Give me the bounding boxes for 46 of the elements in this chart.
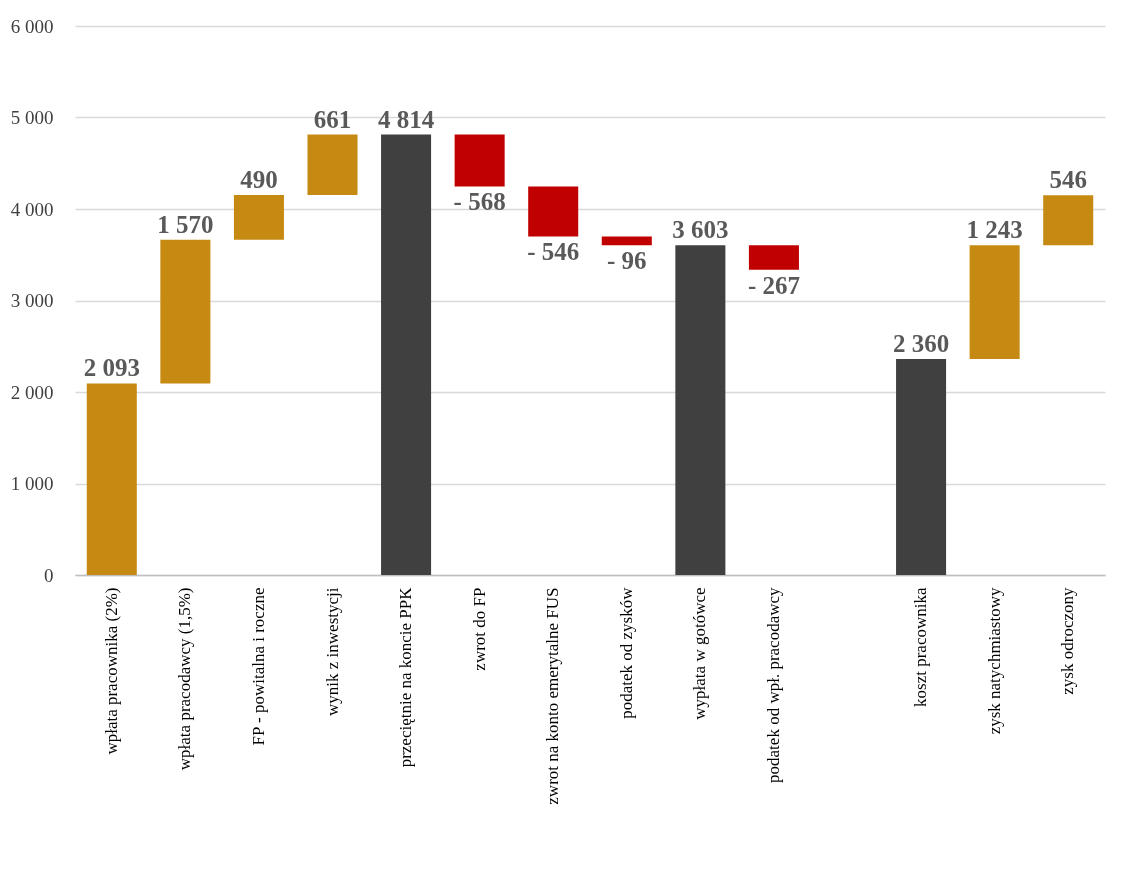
y-tick-label: 1 000 xyxy=(10,473,54,494)
data-label: - 267 xyxy=(747,271,800,299)
bar xyxy=(307,134,358,195)
y-tick-label: 2 000 xyxy=(10,381,54,403)
data-label: 2 360 xyxy=(892,330,950,358)
bar xyxy=(748,245,799,270)
data-label: 546 xyxy=(1049,166,1087,194)
data-label: 661 xyxy=(313,105,352,133)
y-tick-label: 0 xyxy=(44,564,54,586)
bar xyxy=(601,236,652,246)
x-tick-label: wynik z inwestycji xyxy=(322,587,342,716)
data-label: 2 093 xyxy=(83,354,140,382)
bar xyxy=(454,134,505,187)
x-tick-label: zysk natychmiastowy xyxy=(984,587,1004,735)
data-label: 4 814 xyxy=(377,105,435,133)
bar xyxy=(528,186,579,237)
y-tick-label: 3 000 xyxy=(10,290,54,311)
bar xyxy=(969,245,1020,360)
y-tick-label: 6 000 xyxy=(10,15,54,37)
x-tick-label: podatek od zysków xyxy=(616,586,636,719)
x-tick-label: FP - powitalna i roczne xyxy=(248,587,268,746)
x-tick-label: koszt pracownika xyxy=(911,587,931,707)
data-label: - 546 xyxy=(527,238,580,266)
x-tick-label: wpłata pracodawcy (1,5%) xyxy=(175,587,195,771)
bar xyxy=(160,239,211,384)
bar xyxy=(1043,195,1094,246)
data-label: 490 xyxy=(240,166,278,193)
x-tick-label: przeciętnie na koncie PPK xyxy=(396,586,416,768)
x-tick-label: wypłata w gotówce xyxy=(690,587,710,720)
data-label: - 568 xyxy=(453,188,506,216)
bar xyxy=(233,195,284,240)
bar xyxy=(86,383,137,575)
x-tick-label: zwrot do FP xyxy=(469,587,489,671)
y-tick-label: 4 000 xyxy=(10,198,54,220)
data-label: 1 243 xyxy=(966,216,1023,244)
y-tick-label: 5 000 xyxy=(10,107,54,128)
data-label: - 96 xyxy=(607,247,647,275)
x-tick-label: zwrot na konto emerytalne FUS xyxy=(543,587,563,805)
data-label: 1 570 xyxy=(157,210,214,238)
x-tick-label: podatek od wpł. pracodawcy xyxy=(763,587,783,783)
bar xyxy=(896,359,947,575)
bar xyxy=(675,245,726,575)
bar xyxy=(381,134,432,575)
x-tick-label: wpłata pracownika (2%) xyxy=(101,587,121,755)
data-label: 3 603 xyxy=(672,216,729,244)
x-tick-label: zysk odroczony xyxy=(1058,587,1078,695)
